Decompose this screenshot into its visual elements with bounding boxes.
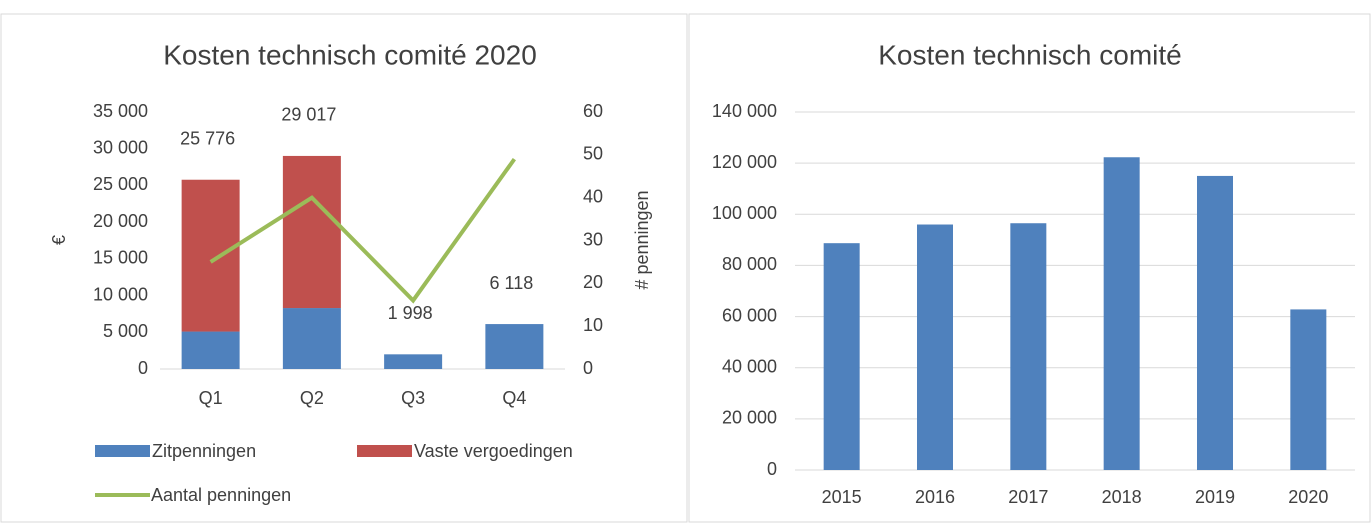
tick-label: 30 000 <box>93 137 148 157</box>
tick-label: 15 000 <box>93 248 148 268</box>
bar <box>1197 175 1233 470</box>
x-tick-label: Q3 <box>401 388 425 408</box>
legend-label: Vaste vergoedingen <box>414 441 573 461</box>
x-tick-label: 2020 <box>1288 487 1328 507</box>
x-tick-label: Q4 <box>502 388 526 408</box>
x-tick-label: 2016 <box>915 487 955 507</box>
tick-label: 0 <box>583 358 593 378</box>
total-label: 1 998 <box>388 303 433 323</box>
bar-segment <box>181 179 240 332</box>
tick-label: 50 <box>583 144 603 164</box>
tick-label: 0 <box>767 459 777 479</box>
chart-border <box>688 13 1371 523</box>
tick-label: 35 000 <box>93 101 148 121</box>
legend-label: Zitpenningen <box>152 441 256 461</box>
x-tick-label: 2018 <box>1102 487 1142 507</box>
tick-label: 10 <box>583 315 603 335</box>
tick-label: 20 000 <box>722 408 777 428</box>
tick-label: 25 000 <box>93 174 148 194</box>
tick-label: 120 000 <box>712 152 777 172</box>
tick-label: 20 <box>583 272 603 292</box>
chart-title: Kosten technisch comité <box>878 39 1182 70</box>
bar-segment <box>282 308 341 369</box>
legend-label: Aantal penningen <box>151 485 291 505</box>
x-tick-label: Q2 <box>300 388 324 408</box>
bar-segment <box>384 354 443 369</box>
bar-segment <box>485 324 544 369</box>
line-series <box>209 157 517 304</box>
tick-label: 100 000 <box>712 203 777 223</box>
x-tick-label: 2019 <box>1195 487 1235 507</box>
bar <box>917 224 953 470</box>
bar <box>1290 309 1327 470</box>
y2-axis-label: # penningen <box>632 190 652 289</box>
tick-label: 60 <box>583 101 603 121</box>
bar-segment <box>181 331 240 369</box>
total-label: 25 776 <box>180 128 235 148</box>
x-tick-label: Q1 <box>199 388 223 408</box>
chart-title: Kosten technisch comité 2020 <box>163 39 537 70</box>
chart-border <box>0 13 688 523</box>
tick-label: 40 000 <box>722 356 777 376</box>
tick-label: 0 <box>138 358 148 378</box>
total-label: 6 118 <box>490 273 534 293</box>
bar <box>1103 157 1140 471</box>
tick-label: 10 000 <box>93 284 148 304</box>
legend-swatch <box>95 445 150 457</box>
y-axis-label: € <box>49 235 69 245</box>
bar <box>823 243 860 470</box>
tick-label: 20 000 <box>93 211 148 231</box>
bar <box>1010 223 1047 470</box>
tick-label: 80 000 <box>722 254 777 274</box>
bar-segment <box>282 155 341 309</box>
x-tick-label: 2017 <box>1008 487 1048 507</box>
total-label: 29 017 <box>281 105 336 125</box>
tick-label: 60 000 <box>722 305 777 325</box>
tick-label: 30 <box>583 229 603 249</box>
tick-label: 140 000 <box>712 101 777 121</box>
tick-label: 40 <box>583 186 603 206</box>
tick-label: 5 000 <box>103 321 148 341</box>
x-tick-label: 2015 <box>822 487 862 507</box>
legend-swatch <box>357 445 412 457</box>
